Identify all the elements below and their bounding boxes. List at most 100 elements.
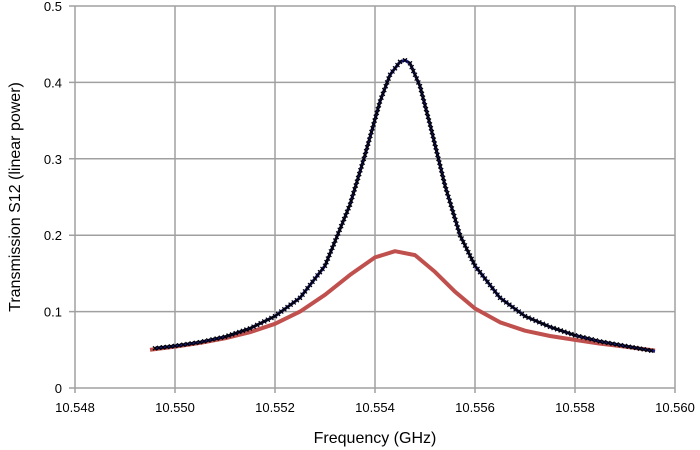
x-marker [357,167,363,173]
x-marker [229,331,235,337]
x-marker [338,223,344,229]
x-marker [363,148,369,154]
x-marker [261,318,267,324]
x-marker [459,236,465,242]
x-marker [610,341,615,347]
x-marker [356,171,362,177]
x-marker [371,121,376,127]
x-marker [379,95,384,101]
x-marker [269,315,274,321]
x-marker [465,249,471,255]
x-marker [370,125,375,131]
x-marker [417,83,423,89]
x-marker [375,106,381,112]
x-marker [374,110,380,116]
x-marker [407,60,413,66]
x-marker [589,336,595,342]
x-marker [421,99,427,104]
x-marker [429,129,435,135]
tick-labels: 10.548 10.550 10.552 10.554 10.556 10.558 10.5… [44,0,695,415]
y-tick-label: 0.5 [44,0,62,14]
x-marker [218,335,224,341]
x-marker [365,141,371,146]
x-marker [457,232,463,238]
x-marker [630,344,635,350]
x-marker [597,338,603,344]
x-marker [335,230,341,236]
x-marker [251,324,256,330]
x-marker [554,326,560,332]
x-tick-label: 10.560 [655,400,695,415]
x-marker [442,183,448,188]
x-marker [332,238,338,244]
x-marker [383,83,389,89]
x-marker [189,341,195,346]
x-marker [648,348,654,354]
x-marker [426,118,432,124]
x-marker [450,209,456,215]
x-marker [152,345,158,351]
x-marker [265,317,271,323]
x-marker [172,343,178,349]
x-axis-title: Frequency (GHz) [314,430,437,447]
x-marker [337,227,343,233]
x-marker [536,319,542,325]
x-marker [540,321,546,327]
x-marker [464,246,470,252]
x-marker [438,167,444,173]
x-tick-label: 10.558 [555,400,595,415]
series-line [154,58,656,353]
x-marker [240,328,246,334]
x-marker [377,99,383,104]
x-marker [572,332,578,338]
x-marker [353,183,359,188]
x-marker [373,114,379,120]
x-marker [448,202,454,208]
x-marker [367,133,373,139]
x-marker [349,194,355,200]
x-marker [185,341,190,347]
x-marker [428,125,434,131]
x-marker [432,141,438,146]
x-marker [601,339,607,345]
x-marker [470,259,476,265]
x-marker [222,334,228,340]
x-marker [348,198,354,204]
x-marker [361,156,367,162]
x-marker [425,114,431,120]
x-marker [565,330,571,336]
x-marker [522,313,528,319]
x-marker [626,344,632,350]
x-tick-label: 10.552 [255,400,295,415]
x-marker [424,110,430,116]
x-marker [529,316,535,322]
x-marker [439,171,445,177]
x-marker [558,328,564,333]
x-marker [354,179,360,185]
x-marker [462,242,468,248]
x-marker [414,76,420,82]
x-marker [419,91,425,97]
x-marker [397,59,403,65]
x-tick-label: 10.556 [455,400,495,415]
x-marker [346,205,351,211]
x-marker [325,256,331,261]
x-marker [214,336,220,342]
x-marker [254,322,260,328]
x-marker [409,64,415,70]
x-marker [469,256,475,262]
x-marker [605,340,611,346]
y-axis-title: Transmission S12 (linear power) [7,82,24,312]
x-marker [544,322,549,328]
x-marker [415,79,421,85]
x-marker [423,106,429,112]
x-marker [386,76,391,82]
x-marker [547,324,553,330]
x-marker [412,72,418,78]
x-marker [431,137,437,143]
x-marker [341,216,347,222]
x-marker [420,95,426,101]
x-marker [156,345,162,351]
x-marker [444,190,450,196]
